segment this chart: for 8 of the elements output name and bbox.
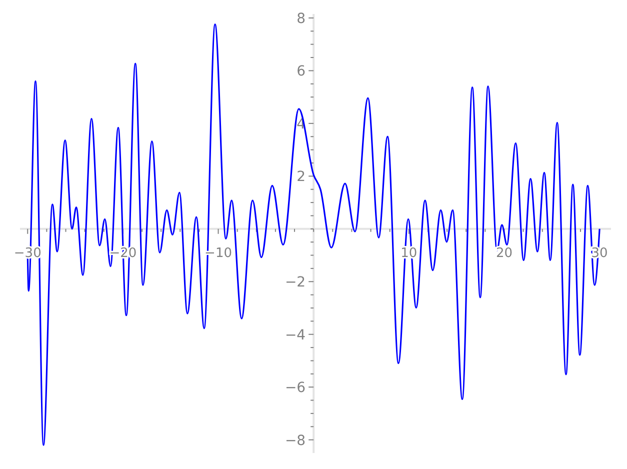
y-tick-label: 8 [296,10,306,27]
y-tick-label: −6 [284,380,306,396]
y-tick-label: −4 [284,327,306,344]
y-tick-label: −8 [284,432,306,449]
y-tick-label: −2 [284,274,306,291]
x-tick-label: 20 [496,246,513,261]
y-tick-label: 6 [296,64,306,80]
y-tick-label: 2 [296,169,306,186]
